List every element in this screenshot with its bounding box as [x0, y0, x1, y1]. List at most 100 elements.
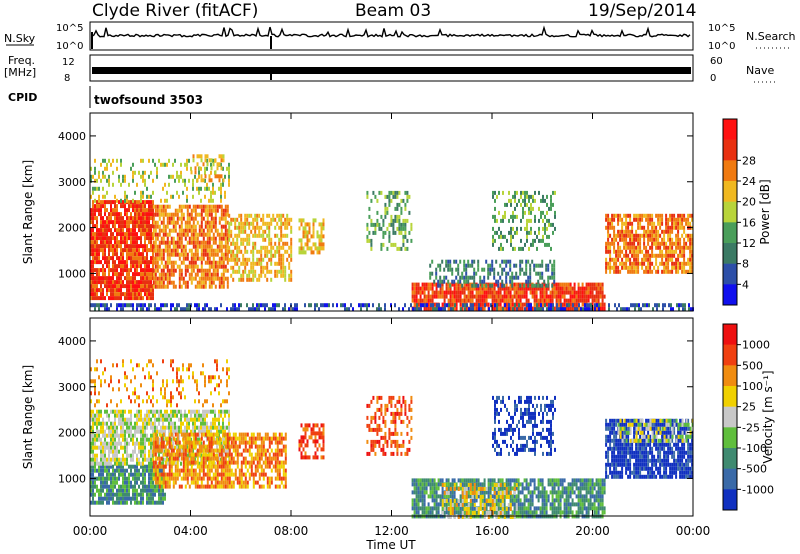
scatter-cell	[108, 264, 110, 269]
scatter-cell	[96, 268, 98, 273]
scatter-cell	[160, 212, 163, 217]
scatter-cell	[515, 271, 518, 276]
scatter-cell	[208, 280, 211, 285]
scatter-cell	[501, 283, 504, 288]
colorbar-segment	[723, 160, 737, 182]
scatter-cell	[479, 302, 482, 307]
scatter-cell	[613, 213, 616, 218]
scatter-cell	[312, 234, 315, 239]
scatter-cell	[198, 224, 201, 229]
scatter-cell	[494, 206, 496, 211]
scatter-cell	[172, 240, 175, 245]
scatter-cell	[144, 268, 146, 273]
scatter-cell	[136, 492, 138, 497]
scatter-cell	[419, 294, 422, 299]
scatter-cell	[230, 233, 233, 238]
scatter-cell	[118, 413, 120, 418]
scatter-cell	[651, 249, 654, 254]
scatter-cell	[637, 213, 640, 218]
scatter-cell	[449, 283, 452, 288]
scatter-cell	[192, 220, 195, 225]
scatter-cell	[106, 216, 108, 221]
scatter-cell	[194, 421, 196, 426]
scatter-cell	[118, 303, 120, 308]
scatter-cell	[194, 256, 197, 261]
scatter-cell	[110, 228, 112, 233]
scatter-cell	[495, 298, 498, 303]
scatter-cell	[130, 433, 132, 438]
scatter-cell	[108, 228, 110, 233]
scatter-cell	[533, 302, 536, 307]
scatter-cell	[126, 429, 128, 434]
scatter-cell	[116, 232, 118, 237]
scatter-cell	[124, 190, 126, 195]
scatter-cell	[160, 204, 163, 209]
scatter-cell	[609, 221, 612, 226]
scatter-cell	[559, 286, 562, 291]
scatter-cell	[687, 213, 690, 218]
scatter-cell	[544, 226, 546, 231]
scatter-cell	[248, 241, 251, 246]
scatter-cell	[218, 178, 221, 183]
scatter-cell	[252, 269, 255, 274]
scatter-cell	[94, 208, 96, 213]
scatter-cell	[444, 307, 446, 312]
scatter-cell	[633, 245, 636, 250]
scatter-cell	[443, 275, 446, 280]
scatter-cell	[573, 298, 576, 303]
scatter-cell	[634, 307, 636, 312]
scatter-cell	[216, 276, 219, 281]
scatter-cell	[128, 288, 130, 293]
scatter-cell	[639, 241, 642, 246]
scatter-cell	[146, 307, 148, 312]
scatter-cell	[142, 174, 144, 179]
scatter-cell	[140, 232, 142, 237]
scatter-cell	[150, 272, 152, 277]
scatter-cell	[130, 496, 132, 501]
scatter-cell	[188, 178, 190, 183]
scatter-cell	[124, 268, 126, 273]
scatter-cell	[154, 488, 156, 493]
scatter-cell	[284, 233, 287, 238]
scatter-cell	[533, 263, 536, 268]
scatter-cell	[108, 256, 110, 261]
scatter-cell	[538, 238, 540, 243]
scatter-cell	[162, 417, 164, 422]
scatter-cell	[615, 237, 618, 242]
scatter-cell	[102, 174, 104, 179]
scatter-cell	[92, 200, 94, 205]
power-colorbar-label: Power [dB]	[758, 179, 772, 244]
scatter-cell	[665, 245, 668, 250]
scatter-cell	[138, 228, 140, 233]
scatter-cell	[651, 241, 654, 246]
scatter-cell	[515, 275, 518, 280]
scatter-cell	[106, 488, 108, 493]
scatter-cell	[192, 194, 194, 199]
scatter-cell	[685, 233, 688, 238]
scatter-cell	[613, 265, 616, 270]
scatter-cell	[104, 437, 106, 442]
scatter-cell	[138, 441, 140, 446]
scatter-cell	[102, 264, 104, 269]
scatter-cell	[178, 425, 180, 430]
scatter-cell	[110, 429, 112, 434]
scatter-cell	[102, 280, 104, 285]
scatter-cell	[108, 445, 110, 450]
scatter-cell	[172, 303, 174, 308]
scatter-cell	[232, 241, 235, 246]
scatter-cell	[136, 457, 138, 462]
scatter-cell	[184, 232, 187, 237]
scatter-cell	[485, 259, 488, 264]
y-tick-label: 1000	[58, 267, 86, 280]
scatter-cell	[152, 421, 154, 426]
scatter-cell	[408, 194, 411, 199]
scatter-cell	[118, 449, 120, 454]
scatter-cell	[541, 275, 544, 280]
scatter-cell	[290, 253, 293, 258]
scatter-cell	[402, 242, 405, 247]
scatter-cell	[505, 306, 508, 311]
scatter-cell	[130, 256, 132, 261]
scatter-cell	[256, 277, 259, 282]
scatter-cell	[146, 256, 148, 261]
scatter-cell	[314, 246, 317, 251]
